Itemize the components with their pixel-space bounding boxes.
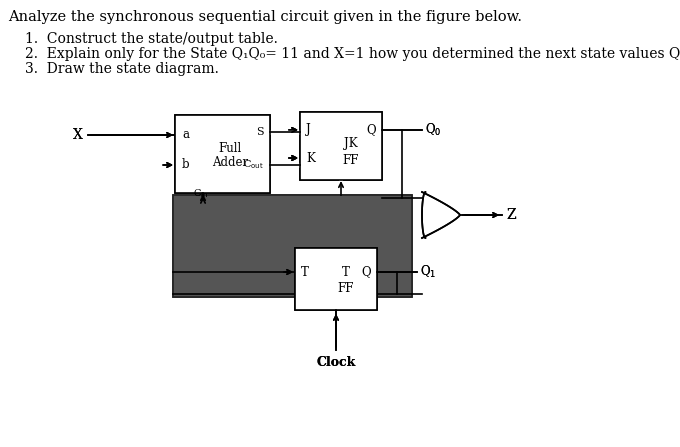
Text: K: K [306, 152, 315, 164]
Text: JK: JK [344, 138, 358, 151]
Text: Q: Q [361, 266, 371, 278]
Bar [295, 248, 377, 310]
Text: C$_\mathrm{out}$: C$_\mathrm{out}$ [243, 159, 264, 171]
Bar [173, 195, 412, 297]
Bar [300, 112, 382, 180]
Text: C$_\mathrm{in}$: C$_\mathrm{in}$ [193, 187, 209, 200]
Text: FF: FF [343, 153, 359, 166]
Text: J: J [306, 123, 311, 136]
Text: S: S [256, 127, 264, 137]
Text: a: a [182, 128, 189, 142]
Text: T: T [342, 266, 350, 278]
Text: FF: FF [337, 282, 354, 295]
Text: 1.  Construct the state/output table.: 1. Construct the state/output table. [25, 32, 278, 46]
Bar [295, 248, 377, 310]
Text: C$_\mathrm{out}$: C$_\mathrm{out}$ [243, 159, 264, 171]
Bar [175, 115, 270, 193]
Bar [173, 195, 412, 297]
Text: T: T [342, 266, 350, 278]
Text: X: X [73, 128, 83, 142]
Text: Q: Q [361, 266, 371, 278]
Text: a: a [182, 128, 189, 142]
Text: FF: FF [337, 282, 354, 295]
Text: C$_\mathrm{in}$: C$_\mathrm{in}$ [193, 187, 209, 200]
Text: Q: Q [367, 123, 376, 136]
Text: J: J [306, 123, 311, 136]
Text: Q$_0$: Q$_0$ [425, 122, 441, 138]
Text: b: b [182, 159, 190, 172]
Text: FF: FF [343, 153, 359, 166]
Text: X: X [73, 128, 83, 142]
Bar [175, 115, 270, 193]
Text: Full: Full [218, 142, 241, 155]
Text: S: S [256, 127, 264, 137]
Bar [300, 112, 382, 180]
Text: Q$_1$: Q$_1$ [420, 264, 437, 280]
Text: Full: Full [218, 142, 241, 155]
Text: Q: Q [367, 123, 376, 136]
Text: Clock: Clock [316, 356, 356, 369]
Text: T: T [301, 266, 309, 278]
Text: Q$_1$: Q$_1$ [420, 264, 437, 280]
Text: Analyze the synchronous sequential circuit given in the figure below.: Analyze the synchronous sequential circu… [8, 10, 522, 24]
Text: JK: JK [344, 138, 358, 151]
Text: Z: Z [506, 208, 515, 222]
Text: Z: Z [506, 208, 515, 222]
Text: Q$_0$: Q$_0$ [425, 122, 441, 138]
Text: Clock: Clock [316, 356, 356, 369]
Text: T: T [301, 266, 309, 278]
Text: b: b [182, 159, 190, 172]
Text: 2.  Explain only for the State Q₁Q₀= 11 and X=1 how you determined the next stat: 2. Explain only for the State Q₁Q₀= 11 a… [25, 47, 680, 61]
Text: K: K [306, 152, 315, 164]
Text: Adder: Adder [212, 156, 248, 169]
Text: Adder: Adder [212, 156, 248, 169]
Text: 3.  Draw the state diagram.: 3. Draw the state diagram. [25, 62, 219, 76]
